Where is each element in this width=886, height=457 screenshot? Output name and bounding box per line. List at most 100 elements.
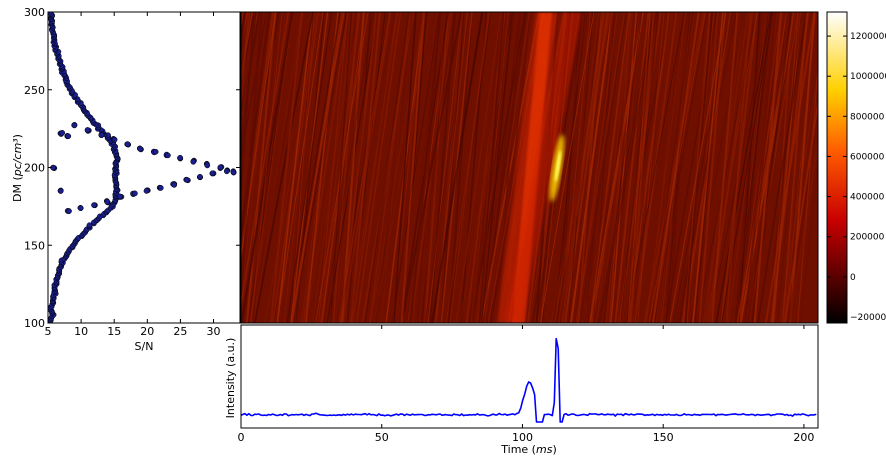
heatmap-noise-streak: [561, 12, 600, 323]
heatmap-noise-streak: [711, 12, 739, 323]
scatter-y-label: DM (pc/cm³): [11, 134, 24, 202]
scatter-x-tick-label: 15: [107, 325, 121, 338]
intensity-series-line: [241, 337, 817, 423]
heatmap-noise-streak: [369, 12, 425, 323]
heatmap-noise-streak: [272, 12, 307, 323]
heatmap-noise-streak: [276, 12, 324, 323]
heatmap-noise-streak: [645, 12, 687, 323]
heatmap-noise-streak: [659, 12, 686, 323]
scatter-x-tick-label: 30: [207, 325, 221, 338]
heatmap-noise-streak: [702, 12, 749, 323]
heatmap-noise-streak: [621, 12, 673, 323]
heatmap-noise-streak: [269, 12, 304, 323]
heatmap-noise-streak: [348, 12, 400, 323]
scatter-x-label: S/N: [135, 340, 154, 353]
heatmap-noise-streak: [629, 12, 655, 323]
heatmap-noise-streak: [427, 12, 463, 323]
scatter-point: [57, 188, 64, 194]
intensity-frame: [240, 324, 819, 429]
heatmap-noise-streak: [246, 12, 277, 323]
heatmap-noise-streak: [667, 12, 692, 323]
heatmap-noise-streak: [386, 12, 444, 323]
heatmap-noise-streak: [648, 12, 707, 323]
heatmap-noise-streak: [789, 12, 816, 323]
heatmap-noise-streak: [364, 12, 410, 323]
heatmap-noise-streak: [338, 12, 391, 323]
heatmap-noise-streak: [394, 12, 439, 323]
scatter-y-tick-label: 200: [24, 162, 45, 175]
scatter-point: [104, 199, 111, 205]
heatmap-noise-streak: [445, 12, 491, 323]
colorbar-tick-label: 600000: [850, 152, 885, 162]
heatmap-noise-streak: [626, 12, 685, 323]
heatmap-pulse-peak: [554, 150, 562, 182]
heatmap-noise-streak: [241, 12, 251, 89]
heatmap-noise-streak: [597, 12, 655, 323]
heatmap-noise-streak: [315, 12, 369, 323]
scatter-point: [223, 168, 230, 175]
heatmap-panel: [240, 11, 819, 324]
heatmap-noise-streak: [305, 12, 339, 323]
colorbar-tick-label: 0: [850, 273, 856, 283]
heatmap-noise-streak: [431, 12, 484, 323]
heatmap-noise-streak: [777, 12, 806, 323]
heatmap-noise-streak: [393, 12, 417, 323]
scatter-point: [91, 202, 97, 208]
heatmap-noise-streak: [419, 12, 455, 323]
scatter-point: [124, 141, 131, 148]
scatter-point: [217, 164, 224, 171]
colorbar-tick-label: −200000: [850, 313, 886, 323]
heatmap-noise-streak: [725, 12, 752, 323]
heatmap-noise-streak: [264, 12, 320, 323]
heatmap-noise-streak: [540, 12, 595, 323]
heatmap-noise-streak: [252, 12, 284, 323]
heatmap-noise-streak: [684, 12, 714, 323]
heatmap-noise-streak: [241, 12, 261, 131]
intensity-plot-area: [241, 325, 818, 428]
heatmap-noise-streak: [241, 12, 277, 262]
heatmap-noise-streak: [797, 61, 818, 323]
heatmap-noise-streak: [784, 97, 818, 323]
heatmap-noise-streak: [470, 12, 505, 323]
scatter-point: [171, 182, 178, 188]
heatmap-noise-streak: [411, 12, 460, 323]
heatmap-noise-streak: [748, 12, 797, 323]
heatmap-noise-streak: [614, 12, 650, 323]
scatter-panel: 5 10 15 20 25 30 100 150 200 250 300 S/N DM (pc/cm…: [11, 6, 241, 353]
heatmap-noise-streak: [734, 12, 773, 323]
intensity-x-label: Time (ms): [500, 443, 556, 456]
scatter-x-tick-label: 25: [173, 325, 187, 338]
heatmap-noise-streak: [480, 12, 514, 323]
heatmap-noise-streak: [750, 12, 776, 323]
scatter-point: [59, 129, 66, 136]
scatter-point: [143, 188, 150, 194]
heatmap-noise-streak: [355, 12, 402, 323]
scatter-point: [48, 12, 53, 16]
scatter-point: [165, 152, 171, 159]
scatter-x-tick-label: 10: [74, 325, 88, 338]
heatmap-noise-streak: [335, 12, 368, 323]
heatmap-noise-streak: [369, 12, 412, 323]
heatmap-noise-streak: [494, 12, 532, 323]
heatmap-noise-streak: [339, 12, 378, 323]
heatmap-noise-streak: [241, 12, 250, 115]
intensity-x-tick-label: 50: [375, 431, 389, 444]
scatter-point: [197, 173, 203, 180]
heatmap-noise-streak: [290, 12, 345, 323]
scatter-point: [71, 122, 78, 129]
heatmap-noise-streak: [478, 12, 505, 323]
heatmap-noise-streak: [553, 12, 586, 323]
heatmap-noise-streak: [329, 12, 353, 323]
heatmap-noise-streak: [610, 12, 638, 323]
heatmap-noise-streak: [373, 12, 432, 323]
intensity-panel: 0 50 100 150 200 Intensity (a.u.) Time (ms): [224, 324, 819, 456]
colorbar-tick-label: 800000: [850, 112, 885, 122]
colorbar: −200000 0 200000 400000 600000 800000 1000000 1…: [826, 11, 886, 324]
heatmap-noise-streak: [544, 12, 586, 323]
heatmap-noise-streak: [318, 12, 349, 323]
intensity-y-label: Intensity (a.u.): [224, 338, 237, 419]
scatter-point: [111, 136, 118, 143]
heatmap-noise-streak: [455, 12, 503, 323]
heatmap-noise-streak: [637, 12, 665, 323]
heatmap-noise-streak: [620, 12, 654, 323]
